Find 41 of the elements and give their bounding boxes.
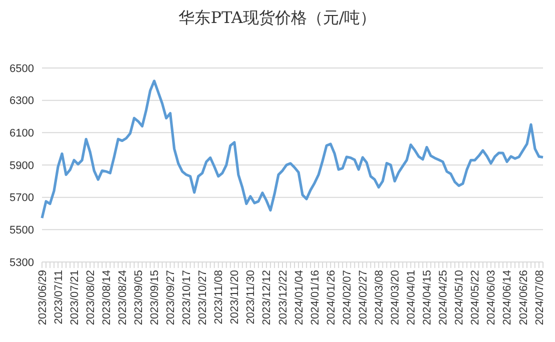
- x-tick-label: 2023/07/21: [68, 270, 81, 326]
- x-tick-label: 2024/07/08: [534, 270, 546, 326]
- x-tick-label: 2024/04/15: [422, 270, 434, 326]
- y-tick-label: 5500: [10, 224, 34, 237]
- y-tick-label: 6300: [10, 95, 34, 108]
- y-tick-label: 5300: [10, 256, 34, 269]
- x-tick-label: 2023/07/11: [52, 270, 65, 324]
- x-tick-label: 2023/11/08: [213, 270, 226, 324]
- x-tick-label: 2024/02/27: [357, 270, 370, 326]
- x-tick-label: 2023/08/02: [84, 270, 97, 326]
- x-tick-label: 2023/09/15: [149, 270, 162, 326]
- x-tick-label: 2024/02/07: [341, 270, 354, 326]
- x-tick-label: 2023/10/27: [197, 270, 210, 326]
- x-tick-label: 2024/03/20: [390, 270, 402, 326]
- x-tick-label: 2024/01/16: [309, 270, 322, 326]
- x-tick-label: 2024/04/25: [438, 270, 450, 326]
- x-tick-label: 2024/05/22: [470, 270, 482, 326]
- x-tick-label: 2023/08/24: [116, 270, 129, 326]
- line-series: [40, 80, 544, 220]
- x-tick-label: 2023/08/14: [100, 270, 113, 326]
- x-tick-label: 2024/06/14: [502, 270, 514, 326]
- x-tick-label: 2023/10/17: [181, 270, 194, 326]
- x-tick-label: 2023/11/30: [245, 270, 258, 324]
- x-tick-label: 2024/04/01: [406, 270, 418, 326]
- y-tick-label: 6500: [10, 62, 34, 75]
- x-tick-label: 2023/12/22: [277, 270, 290, 326]
- y-tick-label: 5900: [10, 160, 34, 172]
- x-tick-label: 2024/06/26: [518, 270, 530, 326]
- chart-title: 华东PTA现货价格（元/吨）: [178, 8, 378, 29]
- x-tick-label: 2024/06/03: [486, 270, 498, 326]
- y-tick-label: 5700: [10, 192, 34, 204]
- x-tick-label: 2023/11/20: [229, 270, 242, 324]
- x-tick-label: 2023/06/29: [36, 270, 49, 326]
- y-tick-label: 6100: [10, 128, 34, 140]
- x-tick-label: 2023/09/27: [165, 270, 178, 326]
- x-tick-label: 2023/12/12: [261, 270, 274, 326]
- x-tick-label: 2023/09/05: [133, 270, 145, 326]
- x-tick-label: 2024/05/10: [454, 270, 466, 326]
- x-tick-label: 2024/01/04: [293, 270, 306, 326]
- x-tick-label: 2024/03/08: [373, 270, 386, 326]
- x-tick-label: 2024/01/26: [325, 270, 338, 326]
